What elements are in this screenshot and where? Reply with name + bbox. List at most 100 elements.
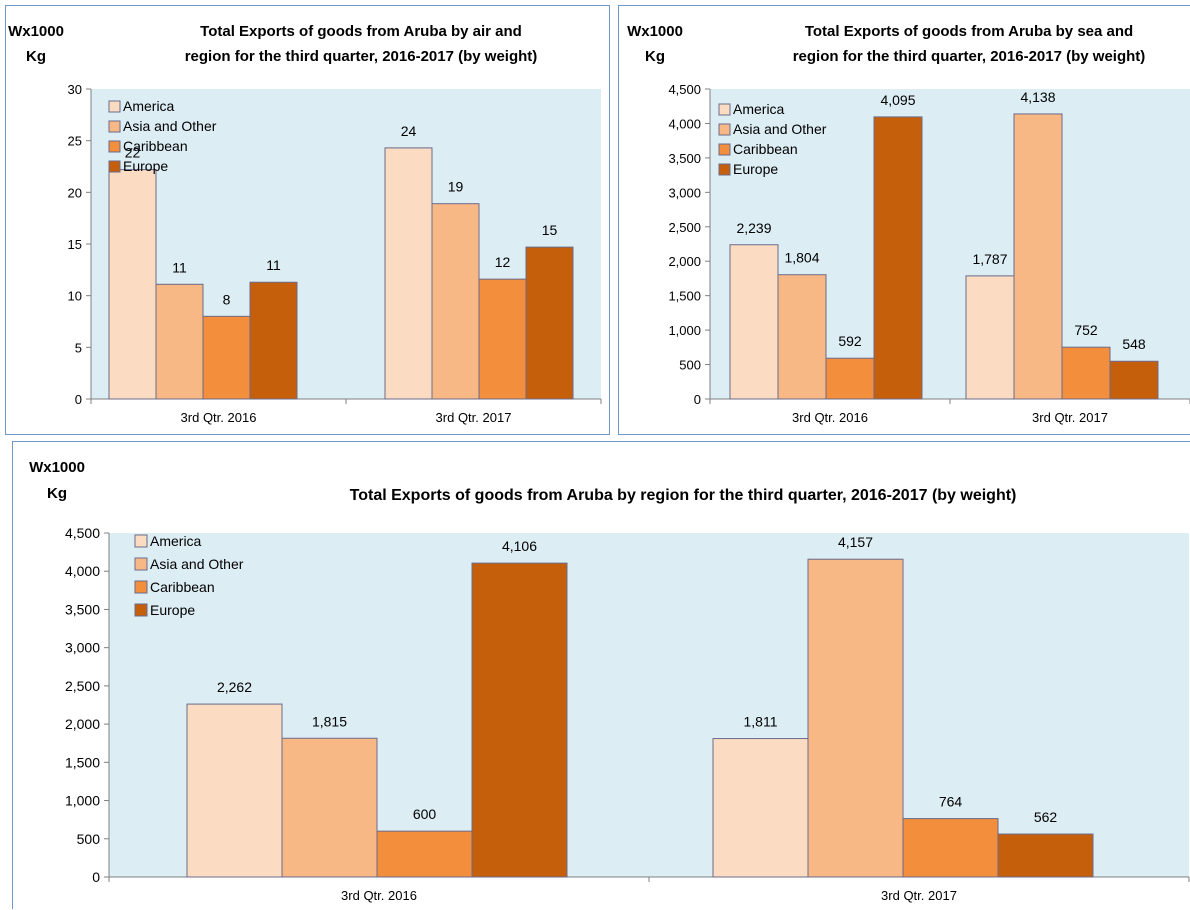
bar-value-label: 22 [125, 145, 141, 161]
bar [729, 244, 779, 400]
x-category-label: 3rd Qtr. 2017 [881, 888, 957, 903]
y-tick-label: 1,000 [668, 323, 701, 338]
y-tick-label: 2,500 [65, 678, 100, 694]
sea-exports-chart: Wx1000 Kg Total Exports of goods from Arub… [627, 23, 1190, 425]
legend-label: Caribbean [733, 141, 798, 157]
bar-value-label: 2,262 [217, 679, 252, 695]
bar [777, 274, 827, 400]
bar-value-label: 1,804 [784, 250, 819, 266]
legend-label: America [733, 101, 785, 117]
sea-exports-chart-panel: Wx1000 Kg Total Exports of goods from Arub… [618, 5, 1190, 435]
unit-label-line: Kg [26, 48, 46, 65]
bar [384, 147, 433, 400]
y-tick-label: 0 [75, 392, 82, 407]
y-tick-label: 20 [68, 185, 82, 200]
y-tick-label: 15 [68, 237, 82, 252]
legend-label: Caribbean [150, 579, 215, 595]
unit-label-line: Kg [645, 48, 665, 65]
bar [825, 357, 875, 400]
bar-value-label: 11 [266, 257, 281, 273]
bar-value-label: 2,239 [736, 220, 771, 236]
air-exports-chart: Wx1000 Kg Total Exports of goods from Arub… [8, 23, 602, 425]
y-tick-label: 3,000 [668, 185, 701, 200]
chart-title-line: Total Exports of goods from Aruba by reg… [350, 487, 1017, 504]
y-tick-label: 4,500 [668, 82, 701, 97]
legend-label: Asia and Other [150, 556, 244, 572]
air-exports-chart-panel: Wx1000 Kg Total Exports of goods from Arub… [5, 5, 610, 435]
y-tick-label: 1,500 [65, 754, 100, 770]
x-category-label: 3rd Qtr. 2017 [436, 410, 512, 425]
x-category-label: 3rd Qtr. 2017 [1032, 410, 1108, 425]
bar-value-label: 4,095 [880, 92, 915, 108]
bar-value-label: 548 [1122, 336, 1146, 352]
bar-value-label: 19 [448, 179, 464, 195]
y-tick-label: 2,000 [65, 716, 100, 732]
bar-value-label: 600 [413, 806, 437, 822]
legend-swatch [108, 100, 121, 113]
bar-value-label: 24 [401, 123, 417, 139]
legend-label: America [150, 533, 202, 549]
bar-value-label: 764 [939, 794, 963, 810]
y-tick-label: 0 [92, 869, 100, 885]
legend-swatch [718, 163, 731, 176]
bar-value-label: 1,811 [744, 714, 778, 730]
legend-swatch [134, 580, 148, 594]
chart-title-line: region for the third quarter, 2016-2017 … [793, 48, 1146, 65]
bar-value-label: 1,787 [972, 251, 1007, 267]
chart-title-line: Total Exports of goods from Aruba by sea… [805, 23, 1133, 40]
x-category-label: 3rd Qtr. 2016 [181, 410, 257, 425]
bar [155, 283, 204, 400]
bar [1061, 346, 1111, 400]
y-tick-label: 4,500 [65, 525, 100, 541]
y-tick-label: 3,000 [65, 640, 100, 656]
bar-value-label: 592 [838, 333, 862, 349]
bar [431, 203, 480, 400]
x-category-label: 3rd Qtr. 2016 [792, 410, 868, 425]
legend-label: America [123, 98, 175, 114]
bar-value-label: 8 [223, 291, 231, 307]
chart-title-line: Total Exports of goods from Aruba by air… [200, 23, 522, 40]
bar [249, 281, 298, 400]
legend-swatch [718, 143, 731, 156]
bar-value-label: 4,106 [502, 538, 537, 554]
bar-value-label: 12 [495, 254, 511, 270]
total-exports-chart-panel: Wx1000 Kg Total Exports of goods from Arub… [12, 441, 1190, 909]
y-tick-label: 500 [679, 358, 701, 373]
bar [1109, 360, 1159, 400]
legend-label: Europe [733, 161, 778, 177]
y-tick-label: 1,000 [65, 793, 100, 809]
y-tick-label: 4,000 [65, 563, 100, 579]
bar [186, 703, 283, 878]
legend-swatch [134, 603, 148, 617]
total-exports-chart: Wx1000 Kg Total Exports of goods from Arub… [29, 459, 1190, 903]
unit-label-line: Wx1000 [29, 459, 85, 476]
legend-swatch [718, 123, 731, 136]
bar [471, 562, 568, 878]
bar-value-label: 4,157 [838, 534, 873, 550]
y-tick-label: 0 [694, 392, 701, 407]
y-tick-label: 2,000 [668, 254, 701, 269]
legend-label: Asia and Other [733, 121, 827, 137]
legend-label: Europe [150, 602, 195, 618]
bar-value-label: 1,815 [312, 713, 347, 729]
bar-value-label: 752 [1074, 322, 1098, 338]
y-tick-label: 3,500 [65, 601, 100, 617]
bar [281, 737, 378, 878]
y-tick-label: 25 [68, 134, 82, 149]
unit-label-line: Wx1000 [627, 23, 683, 40]
legend-label: Asia and Other [123, 118, 217, 134]
bar-value-label: 4,138 [1020, 89, 1055, 105]
bar [108, 169, 157, 400]
bar-value-label: 11 [172, 259, 187, 275]
bar [807, 558, 904, 878]
x-category-label: 3rd Qtr. 2016 [341, 888, 417, 903]
bar [202, 315, 251, 400]
legend-swatch [108, 140, 121, 153]
unit-label-line: Kg [47, 485, 67, 502]
legend-swatch [718, 103, 731, 116]
y-tick-label: 4,000 [668, 116, 701, 131]
bar [478, 278, 527, 400]
bar [902, 818, 999, 878]
y-tick-label: 2,500 [668, 220, 701, 235]
y-tick-label: 1,500 [668, 289, 701, 304]
